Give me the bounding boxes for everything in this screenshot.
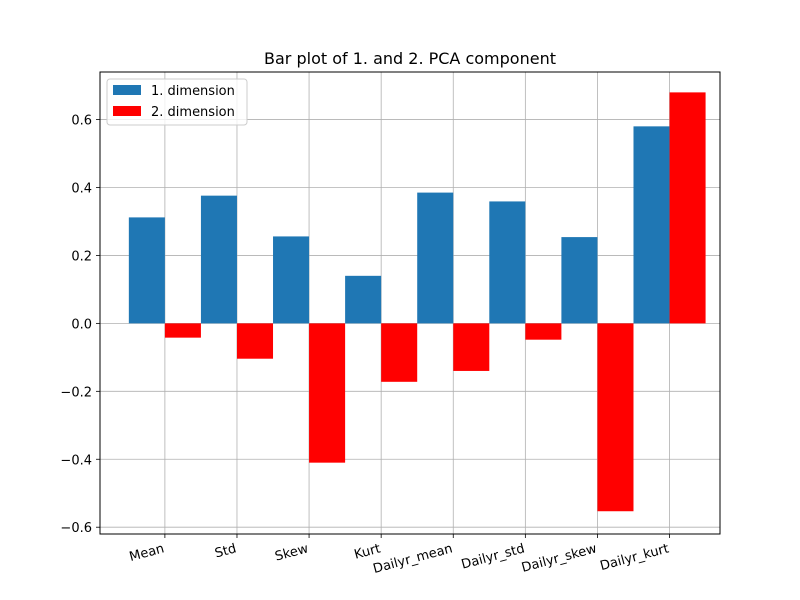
x-tick-label: Dailyr_kurt [599, 541, 671, 574]
x-tick-label: Skew [273, 541, 310, 564]
legend-swatch-dimension-1 [113, 85, 141, 95]
bar-dimension-2 [381, 323, 418, 382]
x-tick-label: Std [213, 541, 238, 561]
bar-dimension-2 [525, 323, 562, 340]
legend-box [106, 78, 248, 126]
x-tick-label: Kurt [353, 541, 383, 562]
bar-dimension-1 [633, 126, 670, 324]
bars [128, 92, 706, 512]
y-tick-label: 0.4 [71, 182, 92, 197]
x-tick-label: Dailyr_mean [372, 541, 455, 577]
bar-dimension-2 [164, 323, 201, 338]
legend-swatch-dimension-2 [113, 106, 141, 116]
x-tick-label: Mean [128, 541, 166, 565]
x-tick-label: Dailyr_skew [520, 541, 599, 576]
bar-dimension-2 [309, 323, 346, 463]
bar-dimension-2 [669, 92, 706, 324]
bar-dimension-1 [489, 201, 526, 324]
bar-dimension-2 [597, 323, 634, 512]
bar-dimension-1 [417, 192, 454, 324]
y-tick-label: −0.6 [60, 521, 92, 536]
y-tick-label: 0.2 [71, 249, 92, 264]
y-tick-label: −0.4 [60, 453, 92, 468]
bar-dimension-1 [345, 275, 382, 324]
x-tick-label: Dailyr_std [460, 541, 527, 572]
bar-dimension-1 [200, 195, 237, 324]
legend-label-dimension-2: 2. dimension [151, 105, 235, 120]
bar-dimension-2 [453, 323, 490, 371]
bar-dimension-1 [561, 237, 598, 324]
bar-dimension-2 [236, 323, 274, 359]
legend-label-dimension-1: 1. dimension [151, 84, 235, 99]
bar-dimension-1 [273, 236, 310, 324]
y-tick-label: 0.0 [71, 317, 92, 332]
plot-frame [99, 71, 721, 535]
y-tick-label: −0.2 [60, 385, 92, 400]
y-axis: −0.6 −0.4 −0.2 0.0 0.2 0.4 0.6 [60, 114, 100, 536]
y-tick-label: 0.6 [71, 114, 92, 129]
chart-title: Bar plot of 1. and 2. PCA component [264, 49, 556, 68]
legend: 1. dimension 2. dimension [106, 78, 248, 126]
bar-dimension-1 [128, 217, 165, 324]
